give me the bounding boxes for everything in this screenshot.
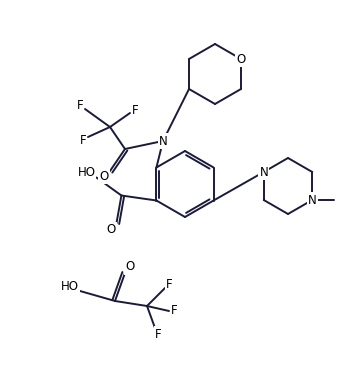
- Text: F: F: [166, 277, 172, 290]
- Text: O: O: [99, 169, 109, 183]
- Text: F: F: [171, 304, 177, 317]
- Text: O: O: [237, 52, 246, 66]
- Text: F: F: [77, 99, 83, 111]
- Text: O: O: [107, 223, 116, 236]
- Text: N: N: [159, 134, 167, 148]
- Text: F: F: [155, 328, 161, 341]
- Text: F: F: [80, 134, 86, 146]
- Text: HO: HO: [61, 280, 79, 293]
- Text: HO: HO: [77, 166, 95, 179]
- Text: O: O: [125, 261, 135, 273]
- Text: N: N: [308, 193, 317, 207]
- Text: N: N: [259, 166, 268, 179]
- Text: F: F: [132, 103, 138, 117]
